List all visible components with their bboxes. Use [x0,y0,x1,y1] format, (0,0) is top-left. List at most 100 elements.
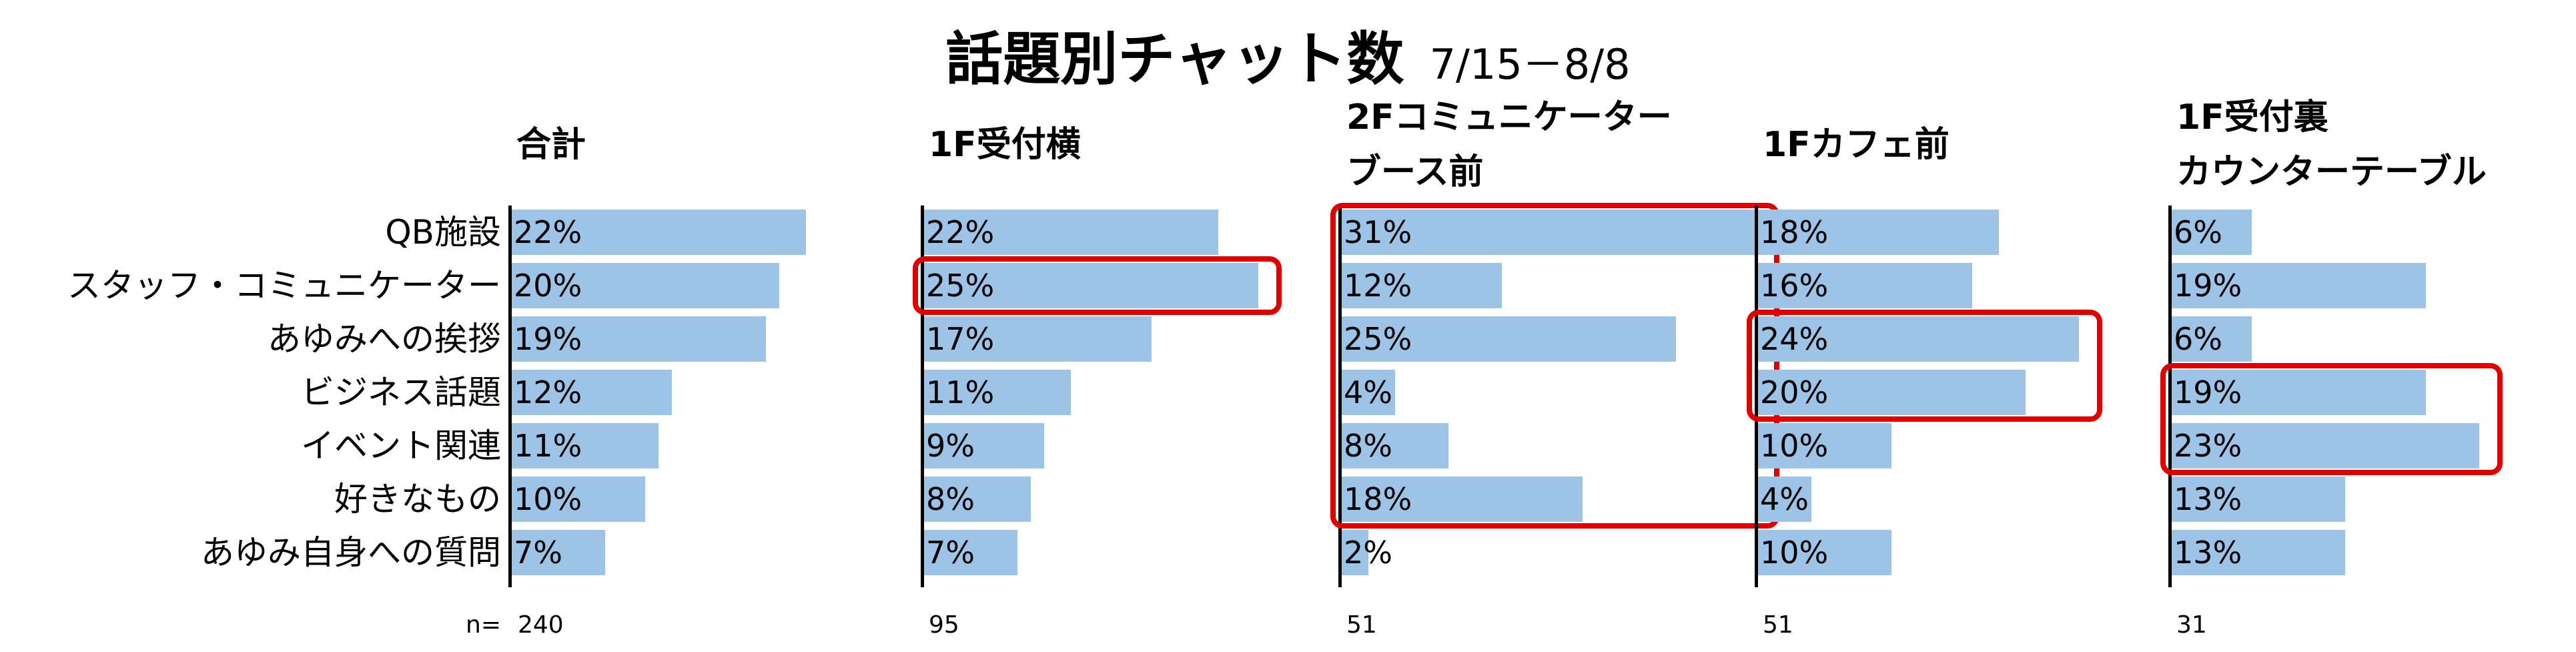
bar [2172,370,2426,415]
bar-value-label: 8% [926,481,975,517]
bar [1342,476,1583,522]
bar [1342,210,1756,255]
bar-value-label: 6% [2174,214,2222,250]
highlight-box [1747,310,2102,422]
bar-value-label: 18% [1344,481,1412,517]
bar [1758,476,1811,522]
bar-value-label: 19% [2174,268,2242,304]
bar-value-label: 10% [1760,535,1829,571]
bar [924,316,1152,362]
panel-title-line: カウンターテーブル [2176,152,2487,192]
panel-title: 1Fカフェ前 [1763,125,1950,165]
bar [512,370,672,415]
panel-title: 合計 [516,125,586,165]
bar [2172,210,2252,255]
category-label: スタッフ・コミュニケーター [67,266,501,305]
bar-value-label: 4% [1344,374,1392,410]
bar-value-label: 19% [2174,374,2242,410]
bar-value-label: 4% [1760,481,1809,517]
bar [2172,316,2252,362]
bar-value-label: 12% [514,374,582,410]
sample-size-label: 51 [1763,611,1793,639]
category-label: 好きなもの [334,480,501,519]
bar-value-label: 6% [2174,321,2222,357]
bar [1758,210,1999,255]
bar [512,316,766,362]
chart-subtitle: 7/15－8/8 [1429,40,1631,89]
bar-value-label: 24% [1760,321,1829,357]
sample-size-label: 95 [929,611,959,639]
bar [512,210,806,255]
bar [512,530,605,575]
bar [1342,530,1368,575]
category-label: あゆみ自身への質問 [201,533,501,572]
axis-line [508,206,512,587]
category-label: QB施設 [385,213,501,252]
bar-value-label: 13% [2174,481,2242,517]
category-label: イベント関連 [301,426,501,465]
bar [2172,423,2479,468]
category-label: あゆみへの挨拶 [268,320,501,358]
bar-value-label: 7% [514,535,562,571]
bar [1758,423,1891,468]
bar-value-label: 7% [926,535,975,571]
category-label: ビジネス話題 [301,373,501,412]
bar-value-label: 9% [926,428,975,464]
bar-value-label: 17% [926,321,995,357]
bar [924,423,1044,468]
bar [512,263,779,308]
bar [924,263,1258,308]
bar [1342,316,1676,362]
bar [2172,263,2426,308]
bar [1758,530,1891,575]
bar-value-label: 31% [1344,214,1412,250]
bar-value-label: 19% [514,321,582,357]
highlight-box [913,256,1282,315]
panel-title-line: ブース前 [1346,152,1484,192]
panel-title-line: 1F受付裏 [2176,97,2328,137]
bar [924,210,1218,255]
bar [1758,263,1972,308]
bar-value-label: 20% [1760,374,1829,410]
panel-title: 2Fコミュニケーター ブース前 [1346,90,1672,200]
bar [924,370,1071,415]
bar-value-label: 22% [926,214,995,250]
bar-value-label: 25% [1344,321,1412,357]
bar [1758,316,2079,362]
bar-value-label: 12% [1344,268,1412,304]
bar [924,476,1031,522]
bar-value-label: 11% [514,428,582,464]
panel-title-line: 2Fコミュニケーター [1346,97,1672,137]
bar-value-label: 20% [514,268,582,304]
sample-size-label: 31 [2176,611,2207,639]
axis-line [921,206,924,587]
highlight-box [1330,203,1779,529]
bar-value-label: 10% [1760,428,1829,464]
bar-value-label: 13% [2174,535,2242,571]
axis-line [1338,206,1342,587]
bar-value-label: 16% [1760,268,1829,304]
bar [512,423,659,468]
bar [1342,370,1395,415]
chart-title-block: 話題別チャット数 7/15－8/8 [0,12,2576,95]
axis-line [2168,206,2172,587]
bar [2172,530,2345,575]
bar [1342,423,1448,468]
bar-value-label: 23% [2174,428,2242,464]
sample-size-label: 240 [518,611,564,639]
panel-title: 1F受付横 [929,125,1081,165]
chart-title: 話題別チャット数 [945,26,1404,93]
axis-line [1755,206,1758,587]
bar [1342,263,1502,308]
n-prefix-label: n= [466,611,501,639]
bar-value-label: 25% [926,268,995,304]
panel-title: 1F受付裏カウンターテーブル [2176,90,2487,200]
bar-value-label: 10% [514,481,582,517]
bar-value-label: 18% [1760,214,1829,250]
bar [512,476,645,522]
highlight-box [2160,363,2503,475]
bar [1758,370,2026,415]
bar-value-label: 22% [514,214,582,250]
sample-size-label: 51 [1346,611,1377,639]
bar [2172,476,2345,522]
